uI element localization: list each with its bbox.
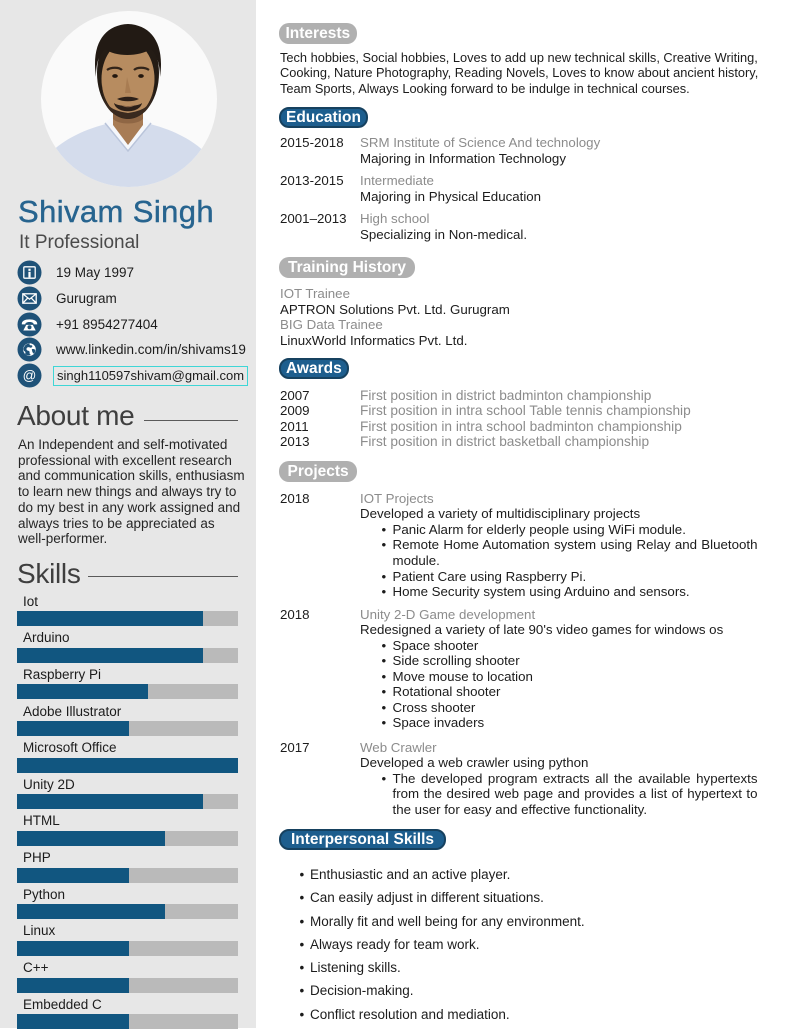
svg-text:@: @	[23, 368, 37, 383]
